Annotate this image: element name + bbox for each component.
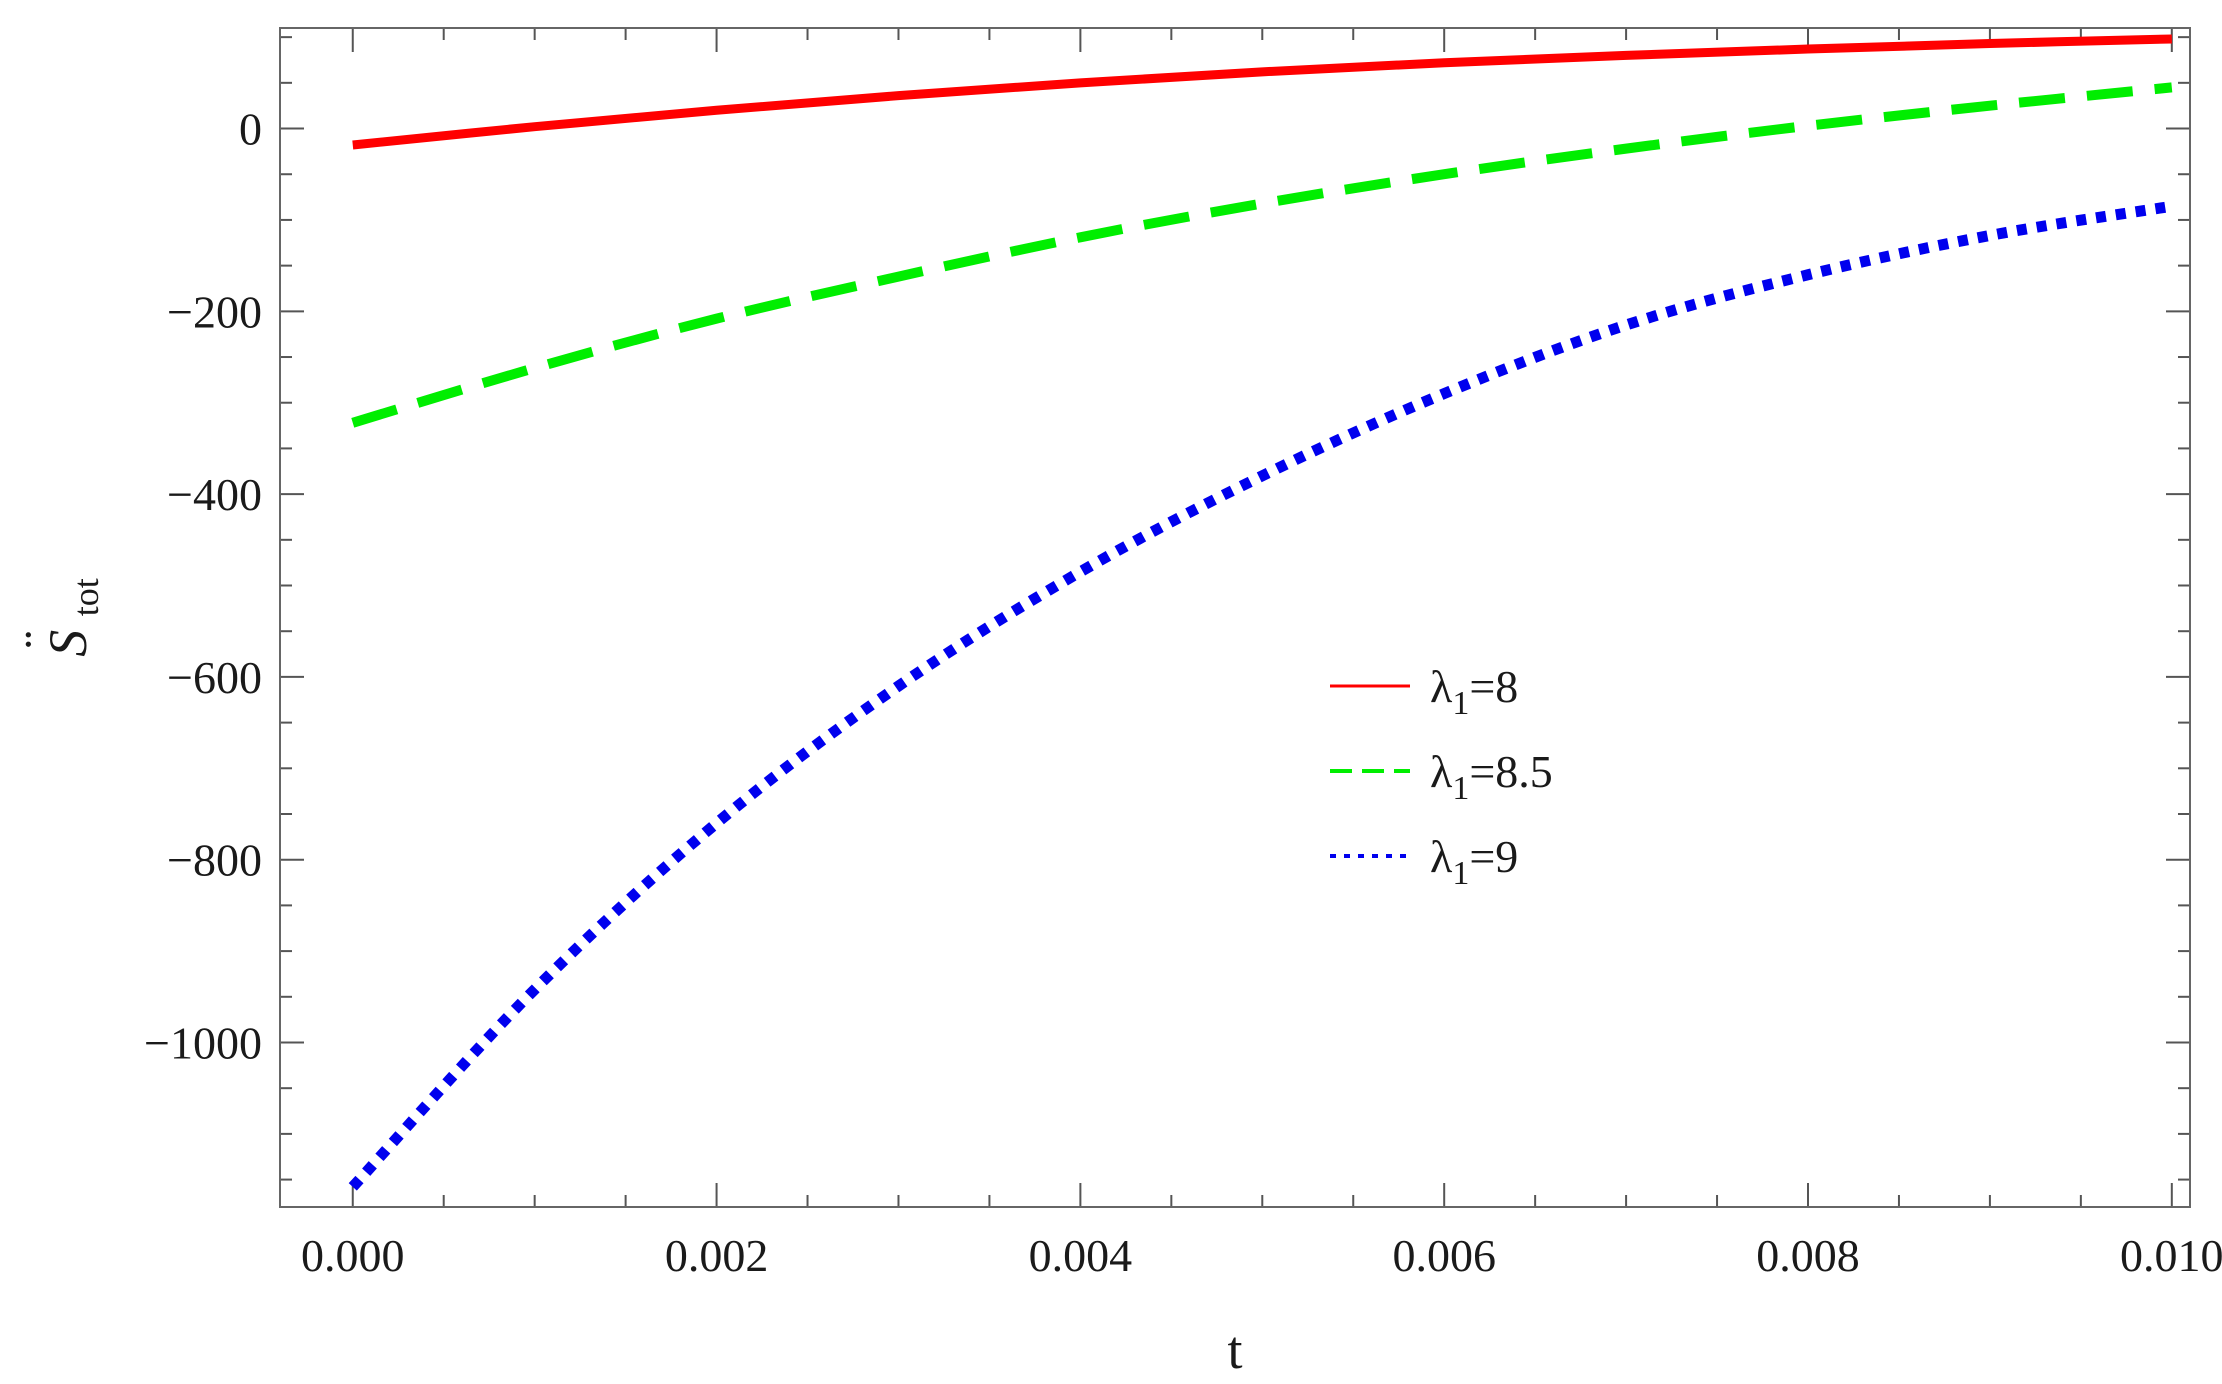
x-tick-label: 0.000: [301, 1230, 405, 1281]
y-tick-label: −600: [167, 652, 262, 703]
legend-label-2: λ1=8.5: [1430, 746, 1553, 807]
y-ticks: [280, 36, 2190, 1181]
y-tick-labels: 0 −200 −400 −600 −800 −1000: [144, 104, 262, 1069]
x-tick-labels: 0.000 0.002 0.004 0.006 0.008 0.010: [301, 1230, 2222, 1281]
legend: λ1=8 λ1=8.5 λ1=9: [1330, 661, 1553, 892]
x-tick-label: 0.004: [1029, 1230, 1133, 1281]
y-tick-label: −400: [167, 469, 262, 520]
y-axis-title: S tot ¨: [12, 578, 106, 657]
y-tick-label: −200: [167, 286, 262, 337]
series-line-3: [348, 200, 2173, 1191]
series-line-1: [352, 34, 2172, 150]
x-axis-title: t: [1227, 1320, 1242, 1380]
plot-frame: [279, 27, 2191, 1208]
y-axis-title-subscript: tot: [66, 578, 106, 616]
y-axis-title-main: S: [38, 630, 98, 657]
svg-text:S tot: S tot: [38, 578, 106, 657]
x-tick-label: 0.002: [665, 1230, 769, 1281]
y-tick-label: −800: [167, 835, 262, 886]
y-tick-label: −1000: [144, 1017, 262, 1068]
y-tick-label: 0: [239, 104, 262, 155]
x-tick-label: 0.010: [2120, 1230, 2222, 1281]
legend-label-1: λ1=8: [1430, 661, 1518, 722]
y-axis-title-accent: ¨: [12, 631, 72, 649]
series-layer: [348, 34, 2173, 1191]
x-tick-label: 0.006: [1392, 1230, 1496, 1281]
x-ticks: [351, 28, 2173, 1207]
x-tick-label: 0.008: [1756, 1230, 1860, 1281]
legend-label-3: λ1=9: [1430, 831, 1518, 892]
